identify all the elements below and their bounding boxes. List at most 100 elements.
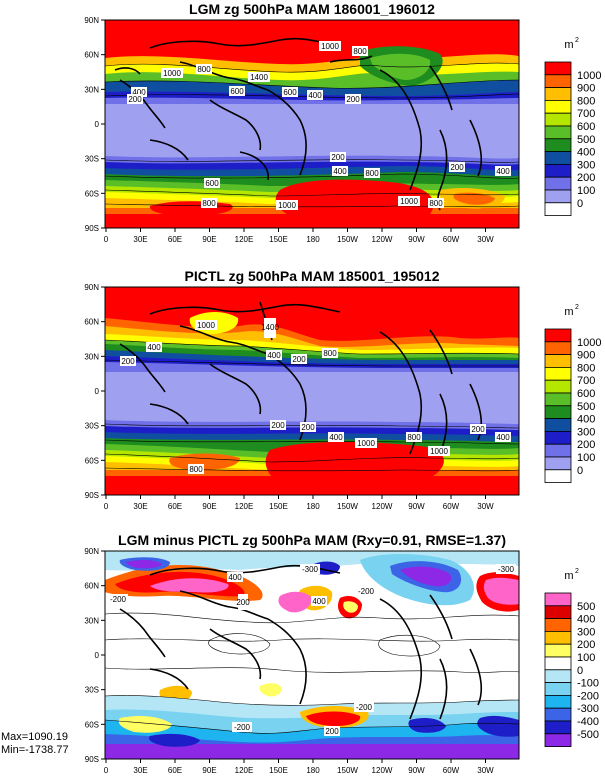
colorbar-tick-label: 100 — [577, 452, 595, 464]
contour-label: 800 — [406, 432, 422, 442]
contour-label: 800 — [188, 464, 204, 474]
y-tick-label: 0 — [95, 387, 100, 396]
contour-label: 200 — [270, 420, 286, 430]
colorbar-tick-label: 300 — [577, 626, 595, 638]
svg-text:1000: 1000 — [321, 42, 339, 51]
y-tick-label: 60S — [85, 189, 99, 198]
colorbar-swatch — [544, 163, 572, 178]
y-tick-label: 60N — [84, 582, 99, 591]
svg-text:800: 800 — [353, 47, 367, 56]
x-tick-label: 30W — [477, 502, 494, 511]
colorbar-swatch — [544, 405, 572, 419]
colorbar-swatch — [544, 138, 572, 153]
colorbar-tick-label: 200 — [577, 172, 595, 184]
panel-title: PICTL zg 500hPa MAM 185001_195012 — [185, 268, 440, 284]
colorbar-tick-label: 600 — [577, 121, 595, 133]
svg-text:1000: 1000 — [357, 439, 375, 448]
svg-text:-200: -200 — [110, 595, 127, 604]
colorbar-swatch — [544, 151, 572, 165]
axes: 0 30E 60E 90E 120E 150E 180 150W 120W 90W 60W 30W 90… — [84, 283, 494, 511]
contour-label: 800 — [428, 198, 444, 208]
contour-label: -200 — [354, 702, 374, 712]
colorbar-tick-label: -100 — [577, 678, 599, 690]
svg-text:1400: 1400 — [261, 323, 279, 332]
x-tick-label: 150W — [337, 502, 358, 511]
contour-label: 800 — [196, 64, 212, 74]
contour-label: -200 — [232, 722, 252, 732]
panel-title: LGM minus PICTL zg 500hPa MAM (Rxy=0.91,… — [118, 532, 506, 548]
colorbar-swatch — [544, 456, 572, 471]
x-tick-label: 120W — [372, 502, 393, 511]
svg-text:1000: 1000 — [163, 69, 181, 78]
svg-text:800: 800 — [407, 433, 421, 442]
colorbar-swatch — [544, 328, 572, 343]
colorbar-swatch — [544, 469, 572, 483]
contour-label: 400 — [266, 350, 282, 360]
y-tick-label: 60N — [84, 318, 99, 327]
y-tick-label: 90N — [84, 16, 99, 25]
contour-label: 200 — [330, 152, 346, 162]
svg-text:400: 400 — [312, 597, 326, 606]
colorbar-tick-label: 100 — [577, 185, 595, 197]
svg-text:400: 400 — [496, 433, 510, 442]
contour-label: 1000 — [319, 41, 341, 51]
contour-label: 600 — [282, 87, 298, 97]
colorbar-swatch — [544, 669, 572, 683]
svg-text:1000: 1000 — [430, 447, 448, 456]
colorbar-swatch — [544, 202, 572, 217]
colorbar-unit: m — [564, 306, 573, 318]
panel-difference: LGM minus PICTL zg 500hPa MAM (Rxy=0.91,… — [84, 532, 599, 775]
map-field — [105, 20, 519, 228]
contour-label: 1000 — [398, 196, 420, 206]
colorbar-unit: m — [564, 570, 573, 582]
svg-text:800: 800 — [429, 199, 443, 208]
colorbar-unit: m — [564, 39, 573, 51]
contour-labels: 1000 800 1000 800 1400 600 400 200 400 6… — [127, 41, 511, 210]
contour-labels: 400 200 400 -300 -200 -200 -200 -200 200… — [108, 564, 516, 736]
contour-label: 200 — [127, 94, 143, 104]
x-tick-label: 120E — [235, 502, 254, 511]
colorbar-swatch — [544, 720, 572, 735]
y-tick-label: 30N — [84, 85, 99, 94]
contour-label: 600 — [229, 86, 245, 96]
colorbar-tick-label: 400 — [577, 414, 595, 426]
colorbar-swatch — [544, 87, 572, 101]
x-tick-label: 60E — [168, 502, 182, 511]
colorbar-tick-label: 700 — [577, 375, 595, 387]
svg-text:400: 400 — [228, 573, 242, 582]
colorbar-swatch — [544, 418, 572, 432]
colorbar-swatch — [544, 618, 572, 632]
contour-label: 400 — [146, 342, 162, 352]
contour-label: 200 — [345, 94, 361, 104]
contour-label: 800 — [364, 168, 380, 178]
contour-label: 1000 — [195, 320, 217, 330]
svg-text:200: 200 — [325, 727, 339, 736]
map-field — [105, 551, 519, 759]
colorbar-swatch — [544, 707, 572, 722]
x-tick-label: 150W — [337, 235, 358, 244]
contour-label: 200 — [300, 422, 316, 432]
contour-label: 200 — [324, 726, 340, 736]
x-tick-label: 30E — [133, 766, 147, 775]
x-tick-label: 60W — [443, 766, 460, 775]
colorbar-tick-label: -300 — [577, 703, 599, 715]
x-tick-label: 150E — [269, 766, 288, 775]
svg-text:800: 800 — [365, 169, 379, 178]
svg-text:400: 400 — [308, 91, 322, 100]
x-tick-label: 90W — [408, 235, 425, 244]
contour-label: -300 — [496, 564, 516, 574]
colorbar-tick-label: 0 — [577, 665, 583, 677]
colorbar-swatch — [544, 631, 572, 645]
colorbar-swatch — [544, 366, 572, 381]
colorbar-tick-label: 100 — [577, 652, 595, 664]
svg-text:400: 400 — [329, 433, 343, 442]
y-tick-label: 90S — [85, 491, 99, 500]
x-tick-label: 30W — [477, 235, 494, 244]
contour-label: 400 — [495, 166, 511, 176]
svg-text:200: 200 — [450, 163, 464, 172]
x-tick-label: 30W — [477, 766, 494, 775]
map-field — [105, 287, 519, 495]
colorbar-swatch — [544, 443, 572, 458]
svg-text:200: 200 — [236, 598, 250, 607]
